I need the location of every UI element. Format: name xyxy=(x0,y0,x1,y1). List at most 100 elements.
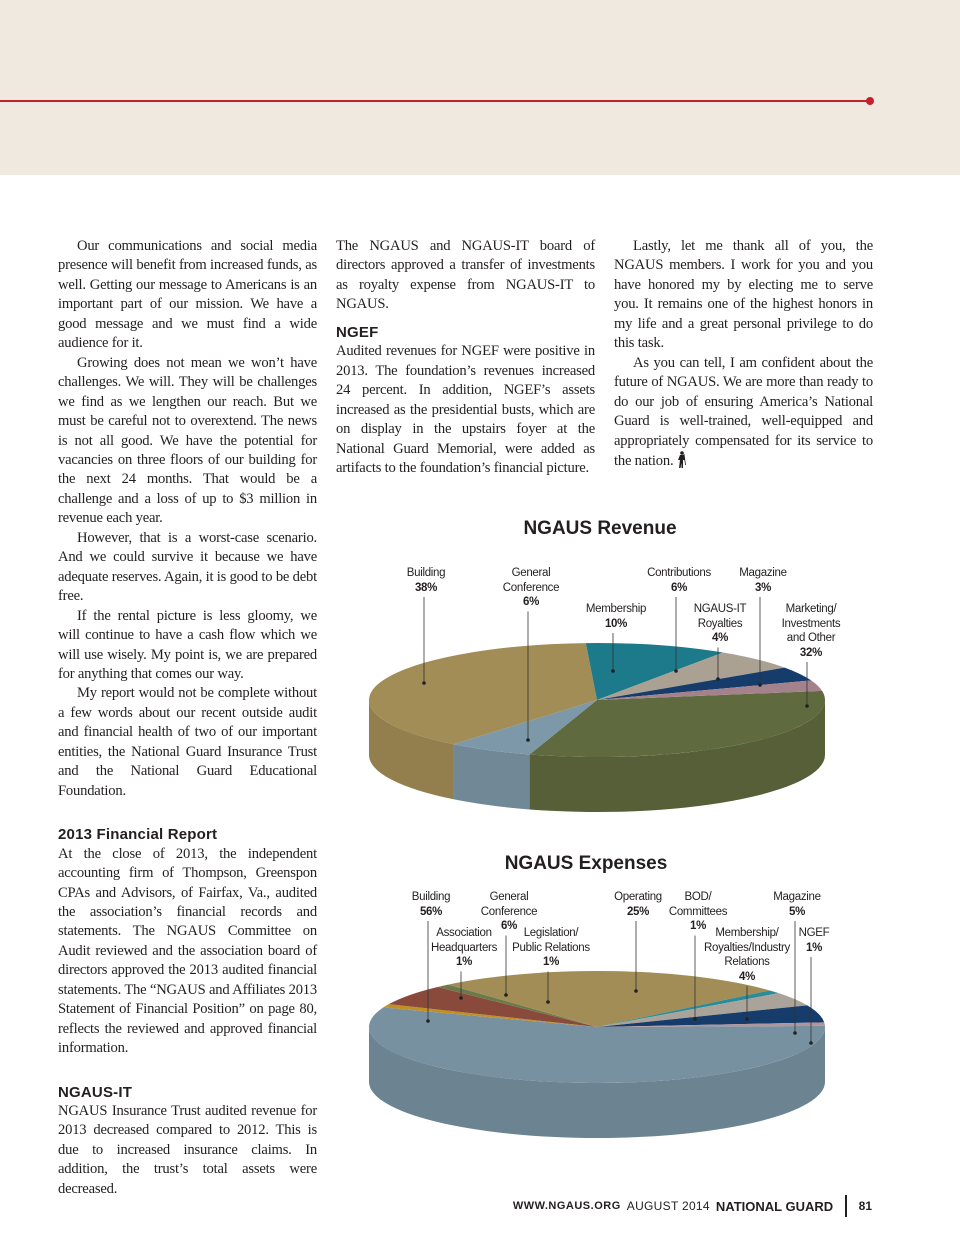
chart-title: NGAUS Expenses xyxy=(504,853,668,874)
slice-label-text: Marketing/ xyxy=(785,603,837,615)
slice-label-text: and Other xyxy=(786,632,836,644)
paragraph: Our communications and social media pres… xyxy=(58,238,317,352)
paragraph: Audited revenues for NGEF were positive … xyxy=(336,343,595,476)
footer-magazine: NATIONAL GUARD xyxy=(715,1198,834,1214)
column-3: Lastly, let me thank all of you, the NGA… xyxy=(614,237,873,471)
slice-percent: 5% xyxy=(788,905,806,918)
pie-slice-association-headquarters xyxy=(383,1004,597,1027)
slice-percent: 38% xyxy=(414,581,438,594)
slice-percent: 1% xyxy=(689,920,707,932)
heading-ngef: NGEF xyxy=(336,323,379,341)
slice-label-text: Conference xyxy=(502,581,560,594)
slice-label-text: Relations xyxy=(724,956,770,968)
slice-label-text: Magazine xyxy=(773,891,821,903)
pie-svg xyxy=(368,597,825,812)
slice-label-text: Contributions xyxy=(647,567,711,579)
minuteman-icon xyxy=(678,451,687,468)
paragraph: My report would not be complete without … xyxy=(58,685,317,799)
chart-title: NGAUS Revenue xyxy=(523,518,677,539)
leader-dot xyxy=(504,993,508,997)
pie-slice-magazine xyxy=(597,680,823,700)
pie-slice-membership-royalties-industry-relations xyxy=(597,993,808,1027)
slice-label-text: Conference xyxy=(480,905,538,918)
leader-dot xyxy=(758,683,762,687)
pie-slice-side xyxy=(369,1027,825,1138)
slice-label-text: Membership xyxy=(585,603,647,615)
paragraph: However, that is a worst-case scenario. … xyxy=(58,529,317,605)
slice-label: Magazine 5% xyxy=(773,890,821,919)
pie-slice-operating xyxy=(448,971,770,1027)
slice-percent: 6% xyxy=(522,596,540,608)
slice-label-text: NGAUS-IT xyxy=(693,603,747,615)
slice-percent: 1% xyxy=(455,956,473,968)
heading-ngaus-it: NGAUS-IT xyxy=(58,1083,133,1101)
slice-label: Magazine 3% xyxy=(739,566,787,595)
slice-percent: 4% xyxy=(738,970,756,983)
pie-slice-contributions xyxy=(597,652,785,700)
slice-label: General Conference 6% xyxy=(502,566,560,610)
leader-dot xyxy=(809,1041,813,1045)
pie-slice-general-conference xyxy=(453,700,597,755)
leader-dot xyxy=(805,704,809,708)
slice-percent: 6% xyxy=(500,920,518,932)
pie-slice-building xyxy=(368,1007,825,1083)
pie-slice-side xyxy=(529,700,825,812)
slice-label-text: Royalties xyxy=(697,617,743,630)
slice-label: General Conference 6% xyxy=(480,890,538,934)
revenue-pie-chart: NGAUS Revenue Marketing/Investments and O… xyxy=(340,515,860,815)
slice-label-text: Building xyxy=(411,891,451,903)
slice-label-text: Committees xyxy=(668,905,728,918)
slice-label-text: Public Relations xyxy=(512,941,590,954)
paragraph-text: As you can tell, I am confident about th… xyxy=(614,354,873,469)
footer-url[interactable]: WWW.NGAUS.ORG xyxy=(512,1200,621,1212)
pie-slice-bod-committees xyxy=(597,990,779,1027)
column-2: The NGAUS and NGAUS-IT board of director… xyxy=(336,237,595,478)
header-band xyxy=(0,0,960,175)
slice-label-text: Association xyxy=(436,927,492,939)
leader-dot xyxy=(611,669,615,673)
paragraph: Growing does not mean we won’t have chal… xyxy=(58,354,317,527)
slice-label: NGAUS-IT Royalties 4% xyxy=(694,602,747,646)
slice-percent: 4% xyxy=(711,632,729,644)
slice-label: Building 38% xyxy=(407,566,446,595)
column-1: Our communications and social media pres… xyxy=(58,237,317,1199)
pie-slice-ngaus-it-royalties xyxy=(597,667,812,700)
slice-label-text: Membership/ xyxy=(715,927,779,939)
footer-divider xyxy=(845,1195,847,1217)
pie-svg xyxy=(368,921,825,1138)
leader-dot xyxy=(716,677,720,681)
slice-label-text: NGEF xyxy=(798,927,830,939)
slice-percent: 6% xyxy=(670,581,688,594)
pie-slice-building xyxy=(368,643,597,745)
pie-slice-marketing-investments-and-other xyxy=(529,690,825,757)
header-rule-dot xyxy=(866,97,874,105)
leader-dot xyxy=(674,669,678,673)
expenses-pie-chart: NGAUS Expenses Building 56% Association Hea… xyxy=(340,850,860,1150)
heading-financial-report: 2013 Financial Report xyxy=(58,826,218,844)
paragraph: As you can tell, I am confident about th… xyxy=(614,354,873,472)
slice-label-text: Operating xyxy=(614,891,662,903)
slice-label-text: Investments xyxy=(781,617,841,630)
leader-dot xyxy=(793,1031,797,1035)
leader-dot xyxy=(526,738,530,742)
paragraph: If the rental picture is less gloomy, we… xyxy=(58,607,317,682)
slice-label: Legislation/Public Relations 1% xyxy=(512,926,590,970)
pie-slice-membership xyxy=(585,643,724,700)
slice-label: Marketing/Investments and Other 32% xyxy=(782,602,841,660)
slice-label-text: Headquarters xyxy=(430,941,498,954)
slice-label-text: General xyxy=(511,567,551,579)
leader-dot xyxy=(422,681,426,685)
slice-percent: 1% xyxy=(805,941,823,954)
pie-slice-side xyxy=(369,700,454,800)
slice-percent: 25% xyxy=(626,905,650,918)
page-number: 81 xyxy=(858,1199,872,1213)
slice-label-text: Building xyxy=(406,567,446,579)
leader-dot xyxy=(426,1019,430,1023)
slice-label-text: BOD/ xyxy=(684,891,712,903)
slice-label: NGEF 1% xyxy=(799,926,830,955)
slice-percent: 10% xyxy=(604,617,628,630)
slice-label-text: General xyxy=(489,891,529,903)
header-rule xyxy=(0,100,870,102)
slice-label: BOD/Committees 1% xyxy=(668,890,728,934)
pie-slice-ngef xyxy=(597,1022,825,1027)
